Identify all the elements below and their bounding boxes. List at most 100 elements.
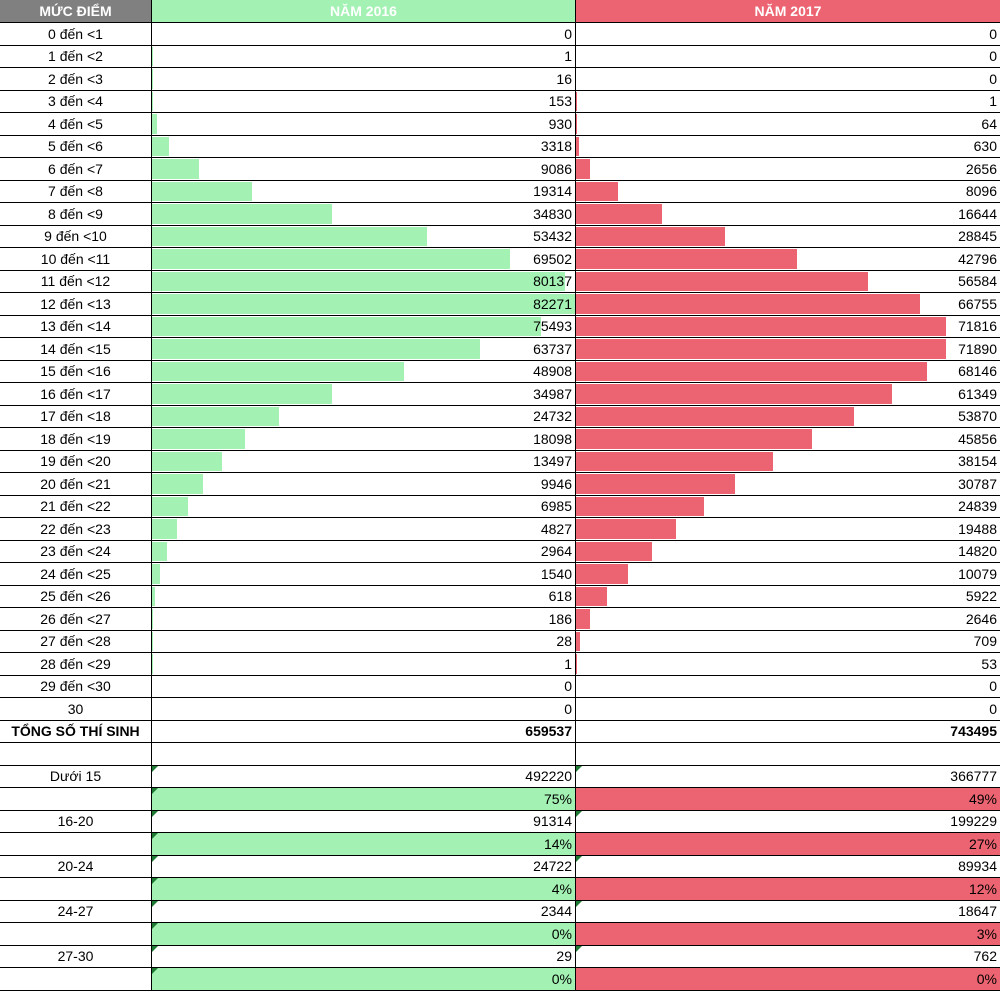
group-count-2017-cell[interactable]: 366777 — [576, 765, 1000, 788]
group-percent-2017-cell[interactable]: 49% — [576, 788, 1000, 810]
count-2017-cell[interactable]: 630 — [576, 136, 1000, 158]
total-label-cell[interactable]: TỔNG SỐ THÍ SINH — [0, 720, 152, 742]
score-range-cell[interactable]: 19 đến <20 — [0, 450, 152, 472]
count-2016-cell[interactable]: 4827 — [152, 518, 576, 540]
count-2016-cell[interactable]: 0 — [152, 675, 576, 697]
count-2017-cell[interactable]: 38154 — [576, 451, 1000, 473]
group-percent-2017-cell[interactable]: 27% — [576, 833, 1000, 855]
score-range-cell[interactable]: 25 đến <26 — [0, 585, 152, 607]
score-range-cell[interactable]: 11 đến <12 — [0, 270, 152, 292]
count-2017-cell[interactable]: 10079 — [576, 563, 1000, 585]
score-range-cell[interactable]: 3 đến <4 — [0, 90, 152, 112]
count-2016-cell[interactable]: 48908 — [152, 360, 576, 382]
count-2016-cell[interactable]: 18098 — [152, 428, 576, 450]
score-range-cell[interactable]: 16 đến <17 — [0, 383, 152, 405]
count-2017-cell[interactable]: 8096 — [576, 181, 1000, 203]
empty-cell[interactable] — [0, 743, 152, 765]
count-2016-cell[interactable]: 34987 — [152, 383, 576, 405]
count-2017-cell[interactable]: 0 — [576, 23, 1000, 45]
count-2017-cell[interactable]: 64 — [576, 113, 1000, 135]
group-percent-2017-cell[interactable]: 12% — [576, 878, 1000, 900]
count-2017-cell[interactable]: 24839 — [576, 496, 1000, 518]
count-2016-cell[interactable]: 53432 — [152, 225, 576, 247]
total-2016-cell[interactable]: 659537 — [152, 720, 576, 742]
score-range-cell[interactable]: 29 đến <30 — [0, 675, 152, 697]
score-range-cell[interactable]: 9 đến <10 — [0, 225, 152, 247]
count-2016-cell[interactable]: 28 — [152, 630, 576, 652]
group-label-cell[interactable]: Dưới 15 — [0, 765, 152, 787]
count-2017-cell[interactable]: 2646 — [576, 608, 1000, 630]
score-range-cell[interactable]: 21 đến <22 — [0, 495, 152, 517]
count-2017-cell[interactable]: 1 — [576, 91, 1000, 113]
count-2016-cell[interactable]: 19314 — [152, 180, 576, 202]
count-2016-cell[interactable]: 9946 — [152, 473, 576, 495]
count-2016-cell[interactable]: 24732 — [152, 405, 576, 427]
score-range-cell[interactable]: 22 đến <23 — [0, 518, 152, 540]
count-2017-cell[interactable]: 28845 — [576, 226, 1000, 248]
group-percent-2016-cell[interactable]: 0% — [152, 968, 576, 990]
count-2016-cell[interactable]: 0 — [152, 698, 576, 720]
score-range-cell[interactable]: 26 đến <27 — [0, 608, 152, 630]
group-count-2017-cell[interactable]: 89934 — [576, 855, 1000, 878]
count-2016-cell[interactable]: 13497 — [152, 450, 576, 472]
count-2016-cell[interactable]: 16 — [152, 68, 576, 90]
count-2017-cell[interactable]: 709 — [576, 631, 1000, 653]
score-range-cell[interactable]: 23 đến <24 — [0, 540, 152, 562]
header-year-2017[interactable]: NĂM 2017 — [576, 0, 1000, 22]
count-2017-cell[interactable]: 5922 — [576, 586, 1000, 608]
group-count-2016-cell[interactable]: 91314 — [152, 810, 576, 832]
empty-cell[interactable] — [0, 878, 152, 900]
score-range-cell[interactable]: 27 đến <28 — [0, 630, 152, 652]
score-range-cell[interactable]: 18 đến <19 — [0, 428, 152, 450]
score-range-cell[interactable]: 17 đến <18 — [0, 405, 152, 427]
score-range-cell[interactable]: 1 đến <2 — [0, 45, 152, 67]
empty-cell[interactable] — [152, 743, 576, 765]
group-count-2016-cell[interactable]: 24722 — [152, 855, 576, 877]
score-range-cell[interactable]: 30 — [0, 698, 152, 720]
count-2017-cell[interactable]: 53 — [576, 653, 1000, 675]
count-2017-cell[interactable]: 0 — [576, 46, 1000, 68]
count-2016-cell[interactable]: 82271 — [152, 293, 576, 315]
count-2017-cell[interactable]: 0 — [576, 698, 1000, 720]
empty-cell[interactable] — [576, 743, 1000, 765]
score-range-cell[interactable]: 0 đến <1 — [0, 23, 152, 45]
group-count-2016-cell[interactable]: 492220 — [152, 765, 576, 787]
count-2017-cell[interactable]: 66755 — [576, 293, 1000, 315]
group-percent-2016-cell[interactable]: 4% — [152, 878, 576, 900]
group-percent-2016-cell[interactable]: 0% — [152, 923, 576, 945]
count-2017-cell[interactable]: 71816 — [576, 316, 1000, 338]
group-count-2016-cell[interactable]: 29 — [152, 945, 576, 967]
score-range-cell[interactable]: 5 đến <6 — [0, 135, 152, 157]
count-2016-cell[interactable]: 153 — [152, 90, 576, 112]
count-2016-cell[interactable]: 186 — [152, 608, 576, 630]
score-range-cell[interactable]: 8 đến <9 — [0, 203, 152, 225]
count-2016-cell[interactable]: 2964 — [152, 540, 576, 562]
empty-cell[interactable] — [0, 968, 152, 990]
score-range-cell[interactable]: 20 đến <21 — [0, 473, 152, 495]
group-count-2017-cell[interactable]: 762 — [576, 945, 1000, 968]
header-year-2016[interactable]: NĂM 2016 — [152, 0, 576, 22]
count-2017-cell[interactable]: 71890 — [576, 338, 1000, 360]
group-label-cell[interactable]: 27-30 — [0, 945, 152, 967]
count-2017-cell[interactable]: 19488 — [576, 518, 1000, 540]
group-label-cell[interactable]: 20-24 — [0, 855, 152, 877]
score-range-cell[interactable]: 7 đến <8 — [0, 180, 152, 202]
group-count-2017-cell[interactable]: 18647 — [576, 900, 1000, 923]
group-percent-2017-cell[interactable]: 0% — [576, 968, 1000, 990]
count-2017-cell[interactable]: 56584 — [576, 271, 1000, 293]
group-percent-2016-cell[interactable]: 75% — [152, 788, 576, 810]
score-range-cell[interactable]: 10 đến <11 — [0, 248, 152, 270]
score-range-cell[interactable]: 15 đến <16 — [0, 360, 152, 382]
group-count-2017-cell[interactable]: 199229 — [576, 810, 1000, 833]
group-percent-2016-cell[interactable]: 14% — [152, 833, 576, 855]
count-2016-cell[interactable]: 3318 — [152, 135, 576, 157]
count-2016-cell[interactable]: 63737 — [152, 338, 576, 360]
group-count-2016-cell[interactable]: 2344 — [152, 900, 576, 922]
group-label-cell[interactable]: 24-27 — [0, 900, 152, 922]
count-2017-cell[interactable]: 68146 — [576, 361, 1000, 383]
count-2017-cell[interactable]: 45856 — [576, 428, 1000, 450]
count-2016-cell[interactable]: 80137 — [152, 270, 576, 292]
score-range-cell[interactable]: 4 đến <5 — [0, 113, 152, 135]
count-2017-cell[interactable]: 0 — [576, 676, 1000, 698]
count-2017-cell[interactable]: 53870 — [576, 406, 1000, 428]
